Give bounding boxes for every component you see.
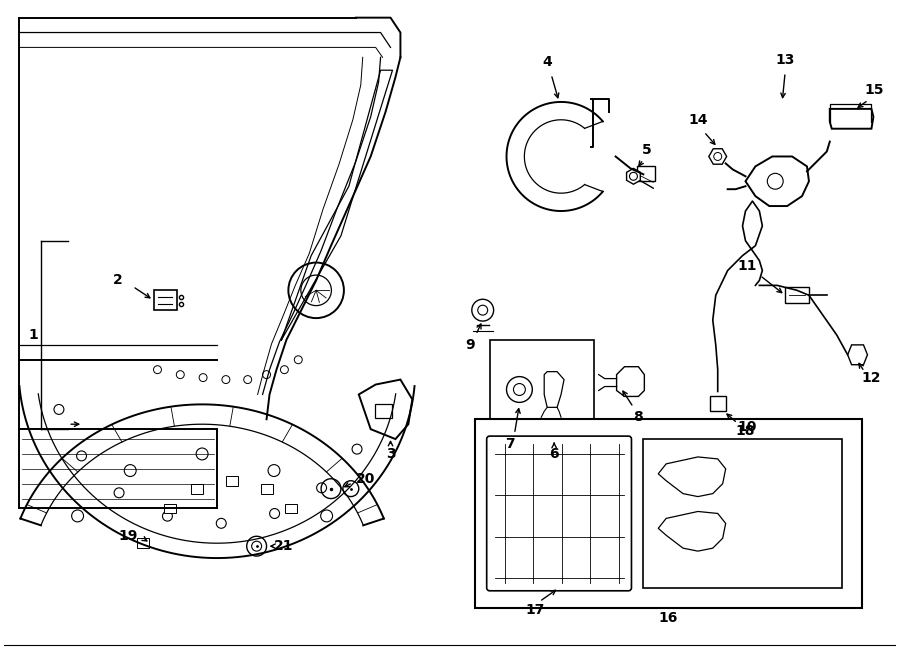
- Polygon shape: [626, 169, 640, 184]
- Text: 7: 7: [505, 437, 514, 451]
- Polygon shape: [848, 345, 868, 365]
- Text: 21: 21: [274, 539, 293, 553]
- Polygon shape: [709, 149, 726, 164]
- Bar: [785, 288, 809, 303]
- Bar: [165, 504, 176, 514]
- Polygon shape: [745, 157, 809, 206]
- Text: 2: 2: [112, 274, 122, 288]
- FancyBboxPatch shape: [487, 436, 632, 591]
- Bar: [285, 504, 297, 514]
- Polygon shape: [830, 109, 873, 129]
- Bar: [637, 167, 655, 181]
- Polygon shape: [658, 457, 725, 496]
- Bar: [261, 484, 273, 494]
- Text: 19: 19: [118, 529, 138, 543]
- Text: 4: 4: [543, 56, 552, 69]
- Text: 5: 5: [642, 143, 652, 157]
- Text: 17: 17: [526, 603, 545, 617]
- Bar: [710, 397, 725, 411]
- Bar: [226, 476, 238, 486]
- Text: 8: 8: [634, 410, 643, 424]
- Text: 18: 18: [735, 424, 755, 438]
- Bar: [137, 538, 148, 548]
- Bar: [475, 419, 861, 607]
- Bar: [644, 439, 842, 588]
- Text: 1: 1: [29, 328, 39, 342]
- Text: 13: 13: [776, 54, 795, 67]
- Text: 3: 3: [386, 447, 395, 461]
- Bar: [154, 290, 177, 310]
- Text: 20: 20: [356, 472, 375, 486]
- Text: 12: 12: [861, 371, 881, 385]
- Text: 6: 6: [549, 447, 559, 461]
- Bar: [490, 340, 594, 439]
- Polygon shape: [616, 367, 644, 397]
- Polygon shape: [658, 512, 725, 551]
- Polygon shape: [359, 379, 412, 439]
- Polygon shape: [544, 371, 564, 407]
- Text: 11: 11: [738, 258, 782, 293]
- Text: 16: 16: [659, 611, 678, 625]
- Text: 14: 14: [688, 113, 707, 127]
- Text: 10: 10: [738, 420, 757, 434]
- Text: 9: 9: [465, 338, 474, 352]
- Bar: [191, 484, 203, 494]
- Text: 15: 15: [865, 83, 884, 97]
- Bar: [374, 405, 392, 418]
